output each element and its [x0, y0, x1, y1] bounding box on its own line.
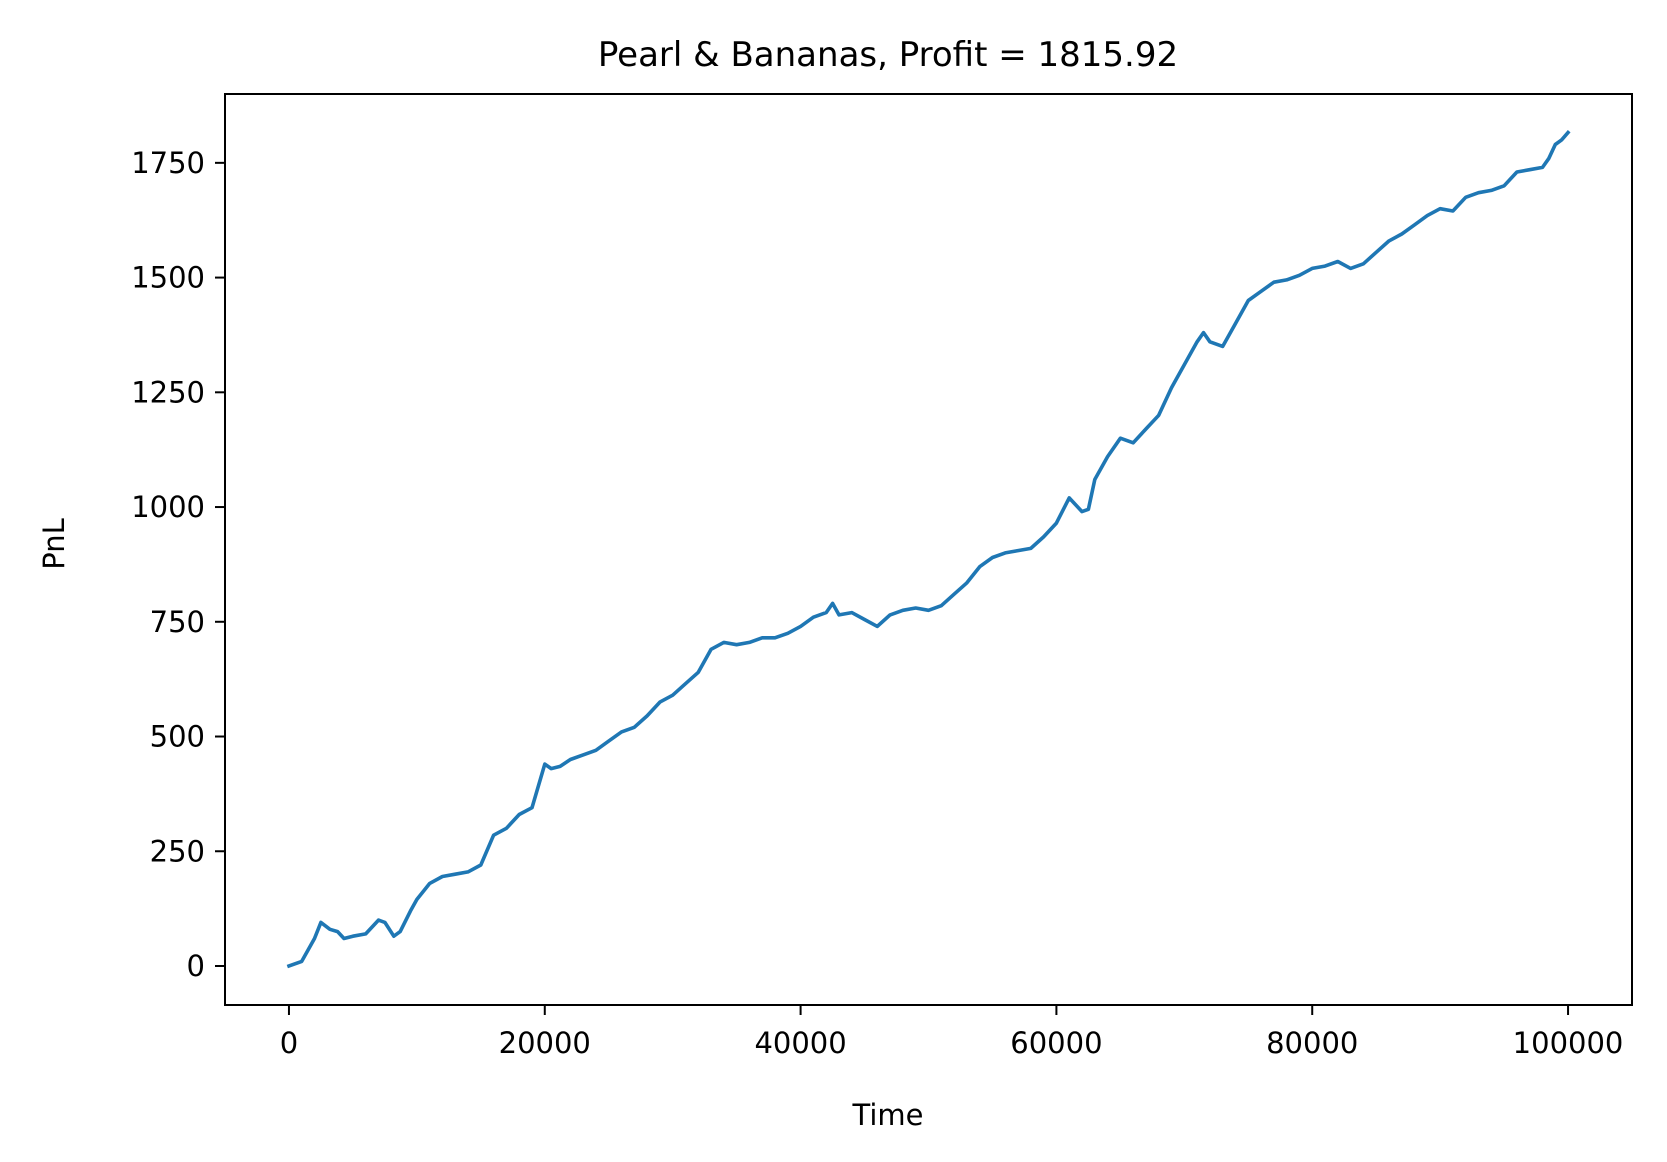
- plot-frame: [224, 93, 1633, 1006]
- y-tick-label: 1000: [131, 490, 205, 524]
- y-tick-label: 1750: [131, 146, 205, 180]
- x-tick-label: 100000: [1513, 1026, 1624, 1060]
- y-tick-label: 500: [150, 720, 205, 754]
- x-tick-label: 0: [280, 1026, 298, 1060]
- x-tick-label: 60000: [1010, 1026, 1102, 1060]
- series-line-pnl: [286, 130, 1571, 969]
- y-axis-label: PnL: [37, 518, 71, 570]
- x-axis-label: Time: [852, 1098, 924, 1132]
- y-tick-label: 0: [187, 949, 205, 983]
- x-tick-label: 80000: [1266, 1026, 1358, 1060]
- y-tick-label: 750: [150, 605, 205, 639]
- y-tick-label: 1500: [131, 261, 205, 295]
- chart-title: Pearl & Bananas, Profit = 1815.92: [598, 35, 1178, 75]
- y-tick-label: 1250: [131, 375, 205, 409]
- x-axis-ticks: 0 20000 40000 60000 80000 100000: [280, 1005, 1624, 1060]
- y-tick-label: 250: [150, 834, 205, 868]
- x-tick-label: 40000: [754, 1026, 846, 1060]
- y-axis-ticks: 0 250 500 750 1000 1250 1500 1750: [131, 146, 225, 983]
- x-tick-label: 20000: [499, 1026, 591, 1060]
